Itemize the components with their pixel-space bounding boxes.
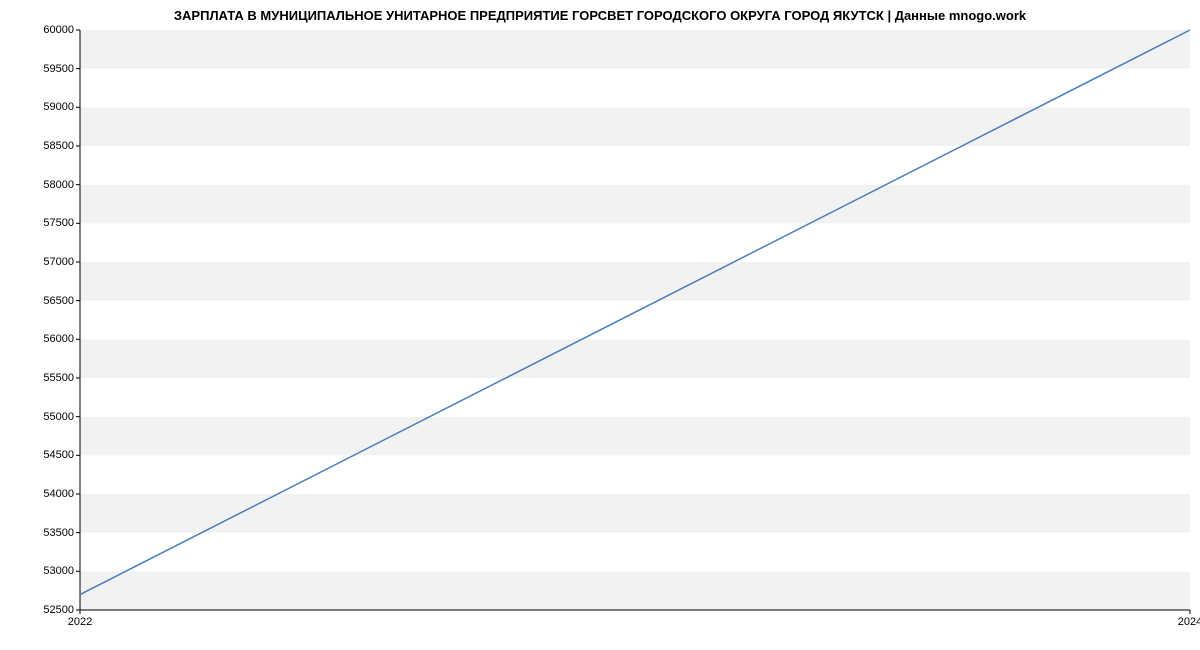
grid-stripe xyxy=(80,339,1190,378)
grid-stripe xyxy=(80,223,1190,262)
grid-stripe xyxy=(80,69,1190,108)
grid-stripe xyxy=(80,417,1190,456)
grid-stripe xyxy=(80,378,1190,417)
grid-stripe xyxy=(80,146,1190,185)
chart-title: ЗАРПЛАТА В МУНИЦИПАЛЬНОЕ УНИТАРНОЕ ПРЕДП… xyxy=(0,8,1200,23)
y-tick-label: 54500 xyxy=(43,449,74,461)
grid-stripe xyxy=(80,107,1190,146)
y-tick-label: 55000 xyxy=(43,411,74,423)
grid-stripe xyxy=(80,262,1190,301)
y-tick-label: 56000 xyxy=(43,333,74,345)
y-tick-label: 58500 xyxy=(43,140,74,152)
y-tick-label: 54000 xyxy=(43,488,74,500)
y-tick-label: 52500 xyxy=(43,604,74,616)
y-tick-label: 60000 xyxy=(43,24,74,36)
plot-svg xyxy=(80,30,1190,610)
grid-stripe xyxy=(80,494,1190,533)
y-tick-label: 59000 xyxy=(43,101,74,113)
y-tick-label: 56500 xyxy=(43,295,74,307)
y-tick-label: 55500 xyxy=(43,372,74,384)
y-tick-label: 57500 xyxy=(43,217,74,229)
x-tick-label: 2024 xyxy=(1178,616,1200,628)
grid-stripe xyxy=(80,571,1190,610)
grid-stripe xyxy=(80,185,1190,224)
y-tick-label: 53000 xyxy=(43,565,74,577)
y-tick-label: 53500 xyxy=(43,527,74,539)
grid-stripe xyxy=(80,533,1190,572)
grid-stripe xyxy=(80,301,1190,340)
y-tick-label: 58000 xyxy=(43,179,74,191)
y-tick-label: 59500 xyxy=(43,63,74,75)
y-tick-label: 57000 xyxy=(43,256,74,268)
grid-stripe xyxy=(80,30,1190,69)
x-tick-label: 2022 xyxy=(68,616,92,628)
plot-area: 5250053000535005400054500550005550056000… xyxy=(80,30,1190,610)
chart-container: ЗАРПЛАТА В МУНИЦИПАЛЬНОЕ УНИТАРНОЕ ПРЕДП… xyxy=(0,0,1200,650)
grid-stripe xyxy=(80,455,1190,494)
